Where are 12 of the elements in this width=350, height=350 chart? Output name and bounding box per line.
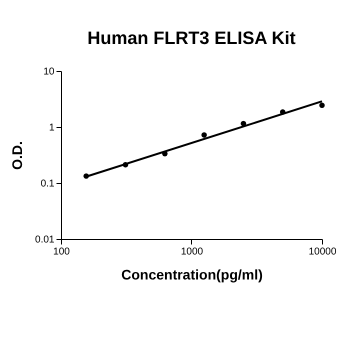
point <box>201 132 207 138</box>
y-axis-title: O.D. <box>9 141 26 170</box>
y-tick-label: 0.01 <box>35 234 55 246</box>
point <box>319 102 325 108</box>
y-tick-label: 10 <box>43 66 55 78</box>
x-axis-title: Concentration(pg/ml) <box>121 266 263 282</box>
x-tick-label: 1000 <box>180 246 204 258</box>
y-tick-label: 0.1 <box>40 178 55 190</box>
x-tick-label: 100 <box>53 246 70 258</box>
chart-title: Human FLRT3 ELISA Kit <box>87 28 296 48</box>
y-tick-label: 1 <box>48 122 55 134</box>
x-tick-label: 10000 <box>308 246 337 258</box>
